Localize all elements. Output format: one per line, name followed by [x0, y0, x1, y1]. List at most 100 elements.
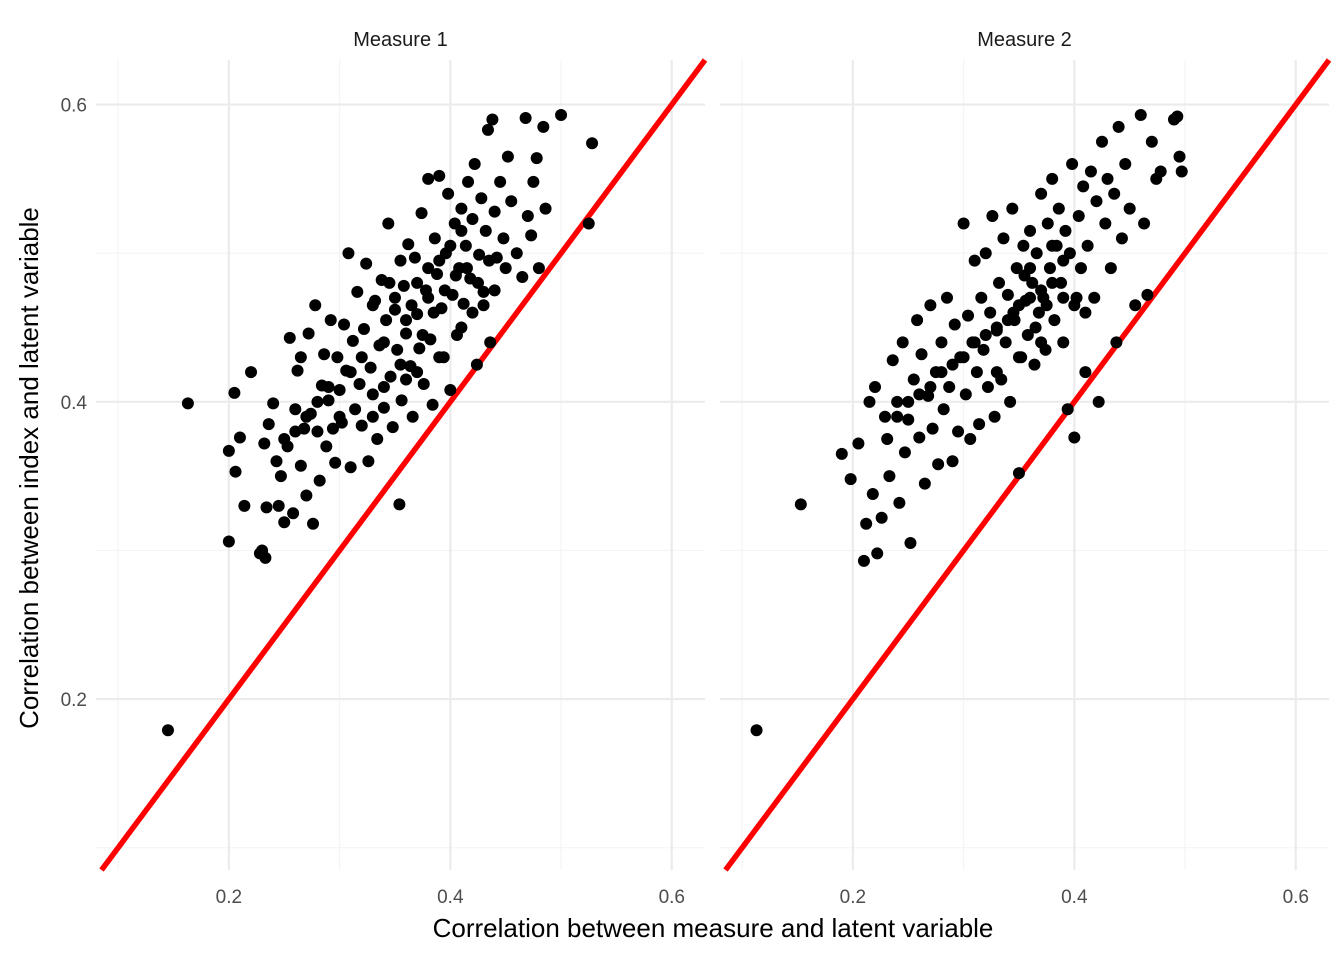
data-point	[320, 440, 333, 453]
data-point	[433, 169, 446, 182]
data-point	[948, 318, 961, 331]
data-point	[238, 499, 251, 512]
data-point	[878, 410, 891, 423]
data-point	[181, 397, 194, 410]
data-point	[499, 262, 512, 275]
data-point	[455, 224, 468, 237]
data-point	[311, 395, 324, 408]
data-point	[380, 314, 393, 327]
data-point	[442, 187, 455, 200]
data-point	[229, 465, 242, 478]
y-tick-label: 0.6	[61, 96, 87, 117]
data-point	[357, 323, 370, 336]
data-point	[1024, 291, 1037, 304]
data-point	[1028, 358, 1041, 371]
data-point	[384, 370, 397, 383]
data-point	[311, 425, 324, 438]
data-point	[462, 175, 475, 188]
data-point	[1046, 239, 1059, 252]
data-point	[1001, 288, 1014, 301]
data-point	[1035, 187, 1048, 200]
data-point	[902, 413, 915, 426]
data-point	[1035, 336, 1048, 349]
data-point	[1115, 232, 1128, 245]
data-point	[981, 380, 994, 393]
data-point	[386, 421, 399, 434]
data-point	[902, 395, 915, 408]
data-point	[984, 306, 997, 319]
data-point	[891, 410, 904, 423]
data-point	[278, 516, 291, 529]
data-point	[986, 210, 999, 223]
data-point	[394, 254, 407, 267]
data-point	[466, 306, 479, 319]
data-point	[278, 432, 291, 445]
data-point	[1072, 210, 1085, 223]
data-point	[415, 207, 428, 220]
data-point	[926, 422, 939, 435]
data-point	[1134, 108, 1147, 121]
data-point	[957, 351, 970, 364]
data-point	[1040, 299, 1053, 312]
data-point	[313, 474, 326, 487]
data-point	[1079, 366, 1092, 379]
data-point	[318, 348, 331, 361]
data-point	[455, 321, 468, 334]
data-point	[886, 354, 899, 367]
data-point	[411, 308, 424, 321]
data-point	[406, 410, 419, 423]
panel-2-reference-line-group	[723, 58, 1332, 872]
data-point	[342, 247, 355, 260]
x-axis-title: Correlation between measure and latent v…	[433, 913, 994, 943]
data-point	[1171, 110, 1184, 123]
data-point	[913, 431, 926, 444]
data-point	[477, 299, 490, 312]
data-point	[351, 285, 364, 298]
data-point	[428, 232, 441, 245]
data-point	[245, 366, 258, 379]
data-point	[539, 202, 552, 215]
data-point	[997, 232, 1010, 245]
data-point	[377, 401, 390, 414]
data-point	[973, 418, 986, 431]
data-point	[366, 299, 379, 312]
data-point	[946, 358, 959, 371]
data-point	[388, 291, 401, 304]
data-point	[422, 172, 435, 185]
data-point	[259, 551, 272, 564]
data-point	[228, 386, 241, 399]
data-point	[1018, 269, 1031, 282]
data-point	[896, 336, 909, 349]
data-point	[1061, 403, 1074, 416]
data-point	[302, 327, 315, 340]
data-point	[449, 269, 462, 282]
data-point	[262, 418, 275, 431]
data-point	[957, 217, 970, 230]
data-point	[300, 410, 313, 423]
data-point	[964, 432, 977, 445]
data-point	[486, 113, 499, 126]
data-point	[1035, 284, 1048, 297]
data-point	[402, 238, 415, 251]
data-point	[475, 192, 488, 205]
data-point	[1081, 239, 1094, 252]
data-point	[300, 489, 313, 502]
data-point	[322, 394, 335, 407]
data-point	[924, 380, 937, 393]
data-point	[438, 284, 451, 297]
data-point	[433, 351, 446, 364]
data-point	[924, 299, 937, 312]
data-point	[1099, 217, 1112, 230]
data-point	[395, 394, 408, 407]
data-point	[1068, 299, 1081, 312]
panel-1-points	[161, 108, 599, 737]
data-point	[962, 309, 975, 322]
data-point	[898, 446, 911, 459]
data-point	[393, 498, 406, 511]
data-point	[935, 336, 948, 349]
data-point	[946, 455, 959, 468]
data-point	[852, 437, 865, 450]
data-point	[472, 276, 485, 289]
data-point	[891, 395, 904, 408]
data-point	[1012, 467, 1025, 480]
